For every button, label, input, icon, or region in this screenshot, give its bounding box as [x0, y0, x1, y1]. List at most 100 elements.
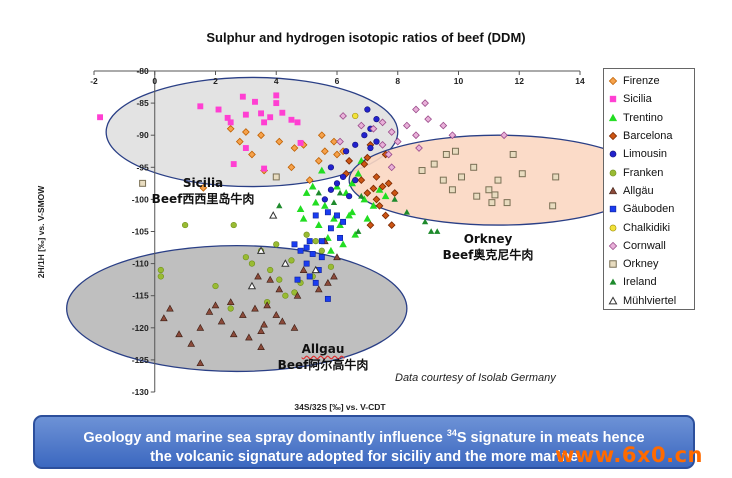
legend-marker-shape-ireland [609, 278, 617, 286]
x-tick-label: 6 [335, 76, 340, 86]
point-g-uboden [324, 295, 331, 302]
legend-label-franken: Franken [623, 166, 664, 179]
point-orkney [488, 199, 496, 207]
point-firenze [235, 137, 244, 146]
point-trentino [348, 179, 356, 187]
point-trentino [354, 169, 363, 177]
point-g-uboden [291, 241, 298, 248]
point-allg-u [226, 298, 235, 306]
legend-item-sicilia: Sicilia [608, 90, 694, 108]
point-cornwall [439, 121, 448, 130]
point-cornwall [378, 140, 387, 149]
point-orkney [470, 163, 478, 171]
point-g-uboden [324, 209, 331, 216]
point-trentino [321, 201, 329, 209]
point-ireland [403, 208, 411, 215]
point-ireland [358, 192, 365, 199]
legend-marker-shape-trentino [608, 113, 618, 121]
sicilia-annotation: Sicilia Beef西西里岛牛肉 [143, 175, 263, 207]
point-g-uboden [312, 212, 319, 219]
legend-marker-shape-barcelona [608, 131, 618, 141]
legend-label-orkney: Orkney [623, 258, 659, 271]
point-g-uboden [337, 234, 343, 241]
point-trentino [302, 189, 311, 196]
cluster-ellipse-allgau [66, 244, 408, 373]
x-tick-label: 14 [575, 76, 585, 86]
point-franken [267, 266, 274, 274]
point-sicilia [267, 114, 274, 121]
point-allg-u [299, 266, 308, 273]
point-limousin [346, 193, 353, 200]
point-allg-u [175, 330, 183, 338]
point-franken [318, 247, 325, 254]
point-trentino [345, 211, 353, 219]
point-trentino [327, 246, 335, 254]
y-tick-label: -80 [136, 66, 149, 76]
point-ireland [315, 189, 322, 196]
point-trentino [299, 214, 308, 222]
point-franken [230, 221, 237, 229]
legend-marker-shape-g-uboden [609, 206, 617, 213]
legend-item-firenze: Firenze [608, 72, 694, 90]
banner-superscript: 34 [446, 428, 457, 438]
point-orkney [503, 199, 511, 207]
point-orkney [439, 176, 447, 184]
point-firenze [333, 150, 341, 159]
point-allg-u [196, 359, 205, 367]
point-sicilia [279, 109, 286, 116]
point-allg-u [324, 278, 332, 286]
point-orkney [509, 150, 517, 158]
point-allg-u [245, 333, 253, 341]
point-sicilia [258, 110, 265, 117]
point-allg-u [217, 317, 226, 325]
legend-marker-barcelona [608, 131, 618, 141]
point-orkney [485, 186, 493, 194]
point-limousin [327, 164, 335, 171]
legend-label-g-uboden: Gäuboden [623, 203, 675, 216]
legend-label-sicilia: Sicilia [623, 93, 652, 106]
point-limousin [367, 144, 374, 152]
legend-label-limousin: Limousin [623, 148, 668, 161]
point-allg-u [211, 301, 220, 309]
point-sicilia [97, 114, 104, 121]
point-m-hlviertel [269, 211, 278, 219]
point-firenze [199, 183, 208, 192]
data-credit: Data courtesy of Isolab Germany [395, 372, 556, 384]
point-trentino [339, 240, 347, 248]
point-ireland [434, 228, 441, 234]
point-orkney [442, 150, 450, 158]
point-allg-u [187, 339, 196, 347]
point-barcelona [381, 211, 390, 220]
point-allg-u [314, 285, 323, 293]
point-allg-u [229, 330, 238, 338]
point-trentino [360, 195, 369, 203]
point-limousin [373, 138, 380, 145]
point-firenze [275, 137, 284, 146]
x-tick-label: 4 [274, 76, 279, 86]
point-cornwall [357, 121, 366, 130]
point-g-uboden [297, 247, 304, 254]
orkney-annotation: Orkney Beef奥克尼牛肉 [428, 231, 548, 263]
point-franken [303, 231, 310, 238]
point-cornwall [336, 137, 344, 146]
legend-item-cornwall: Cornwall [608, 237, 694, 255]
point-ireland [391, 196, 398, 202]
point-cornwall [500, 131, 508, 140]
point-allg-u [260, 320, 268, 328]
point-cornwall [412, 105, 420, 114]
point-limousin [327, 186, 335, 193]
legend-label-allg-u: Allgäu [623, 184, 654, 197]
point-firenze [317, 131, 326, 140]
point-franken [276, 276, 283, 283]
point-barcelona [363, 189, 372, 197]
point-barcelona [363, 153, 372, 162]
point-m-hlviertel [256, 246, 266, 254]
point-sicilia [239, 93, 246, 100]
point-sicilia [242, 111, 249, 118]
point-barcelona [372, 195, 381, 204]
point-franken [282, 292, 289, 299]
point-orkney [552, 173, 560, 181]
x-axis-label: 34S/32S [‰] vs. V-CDT [294, 402, 386, 412]
point-ireland [355, 228, 362, 234]
point-g-uboden [312, 279, 319, 286]
